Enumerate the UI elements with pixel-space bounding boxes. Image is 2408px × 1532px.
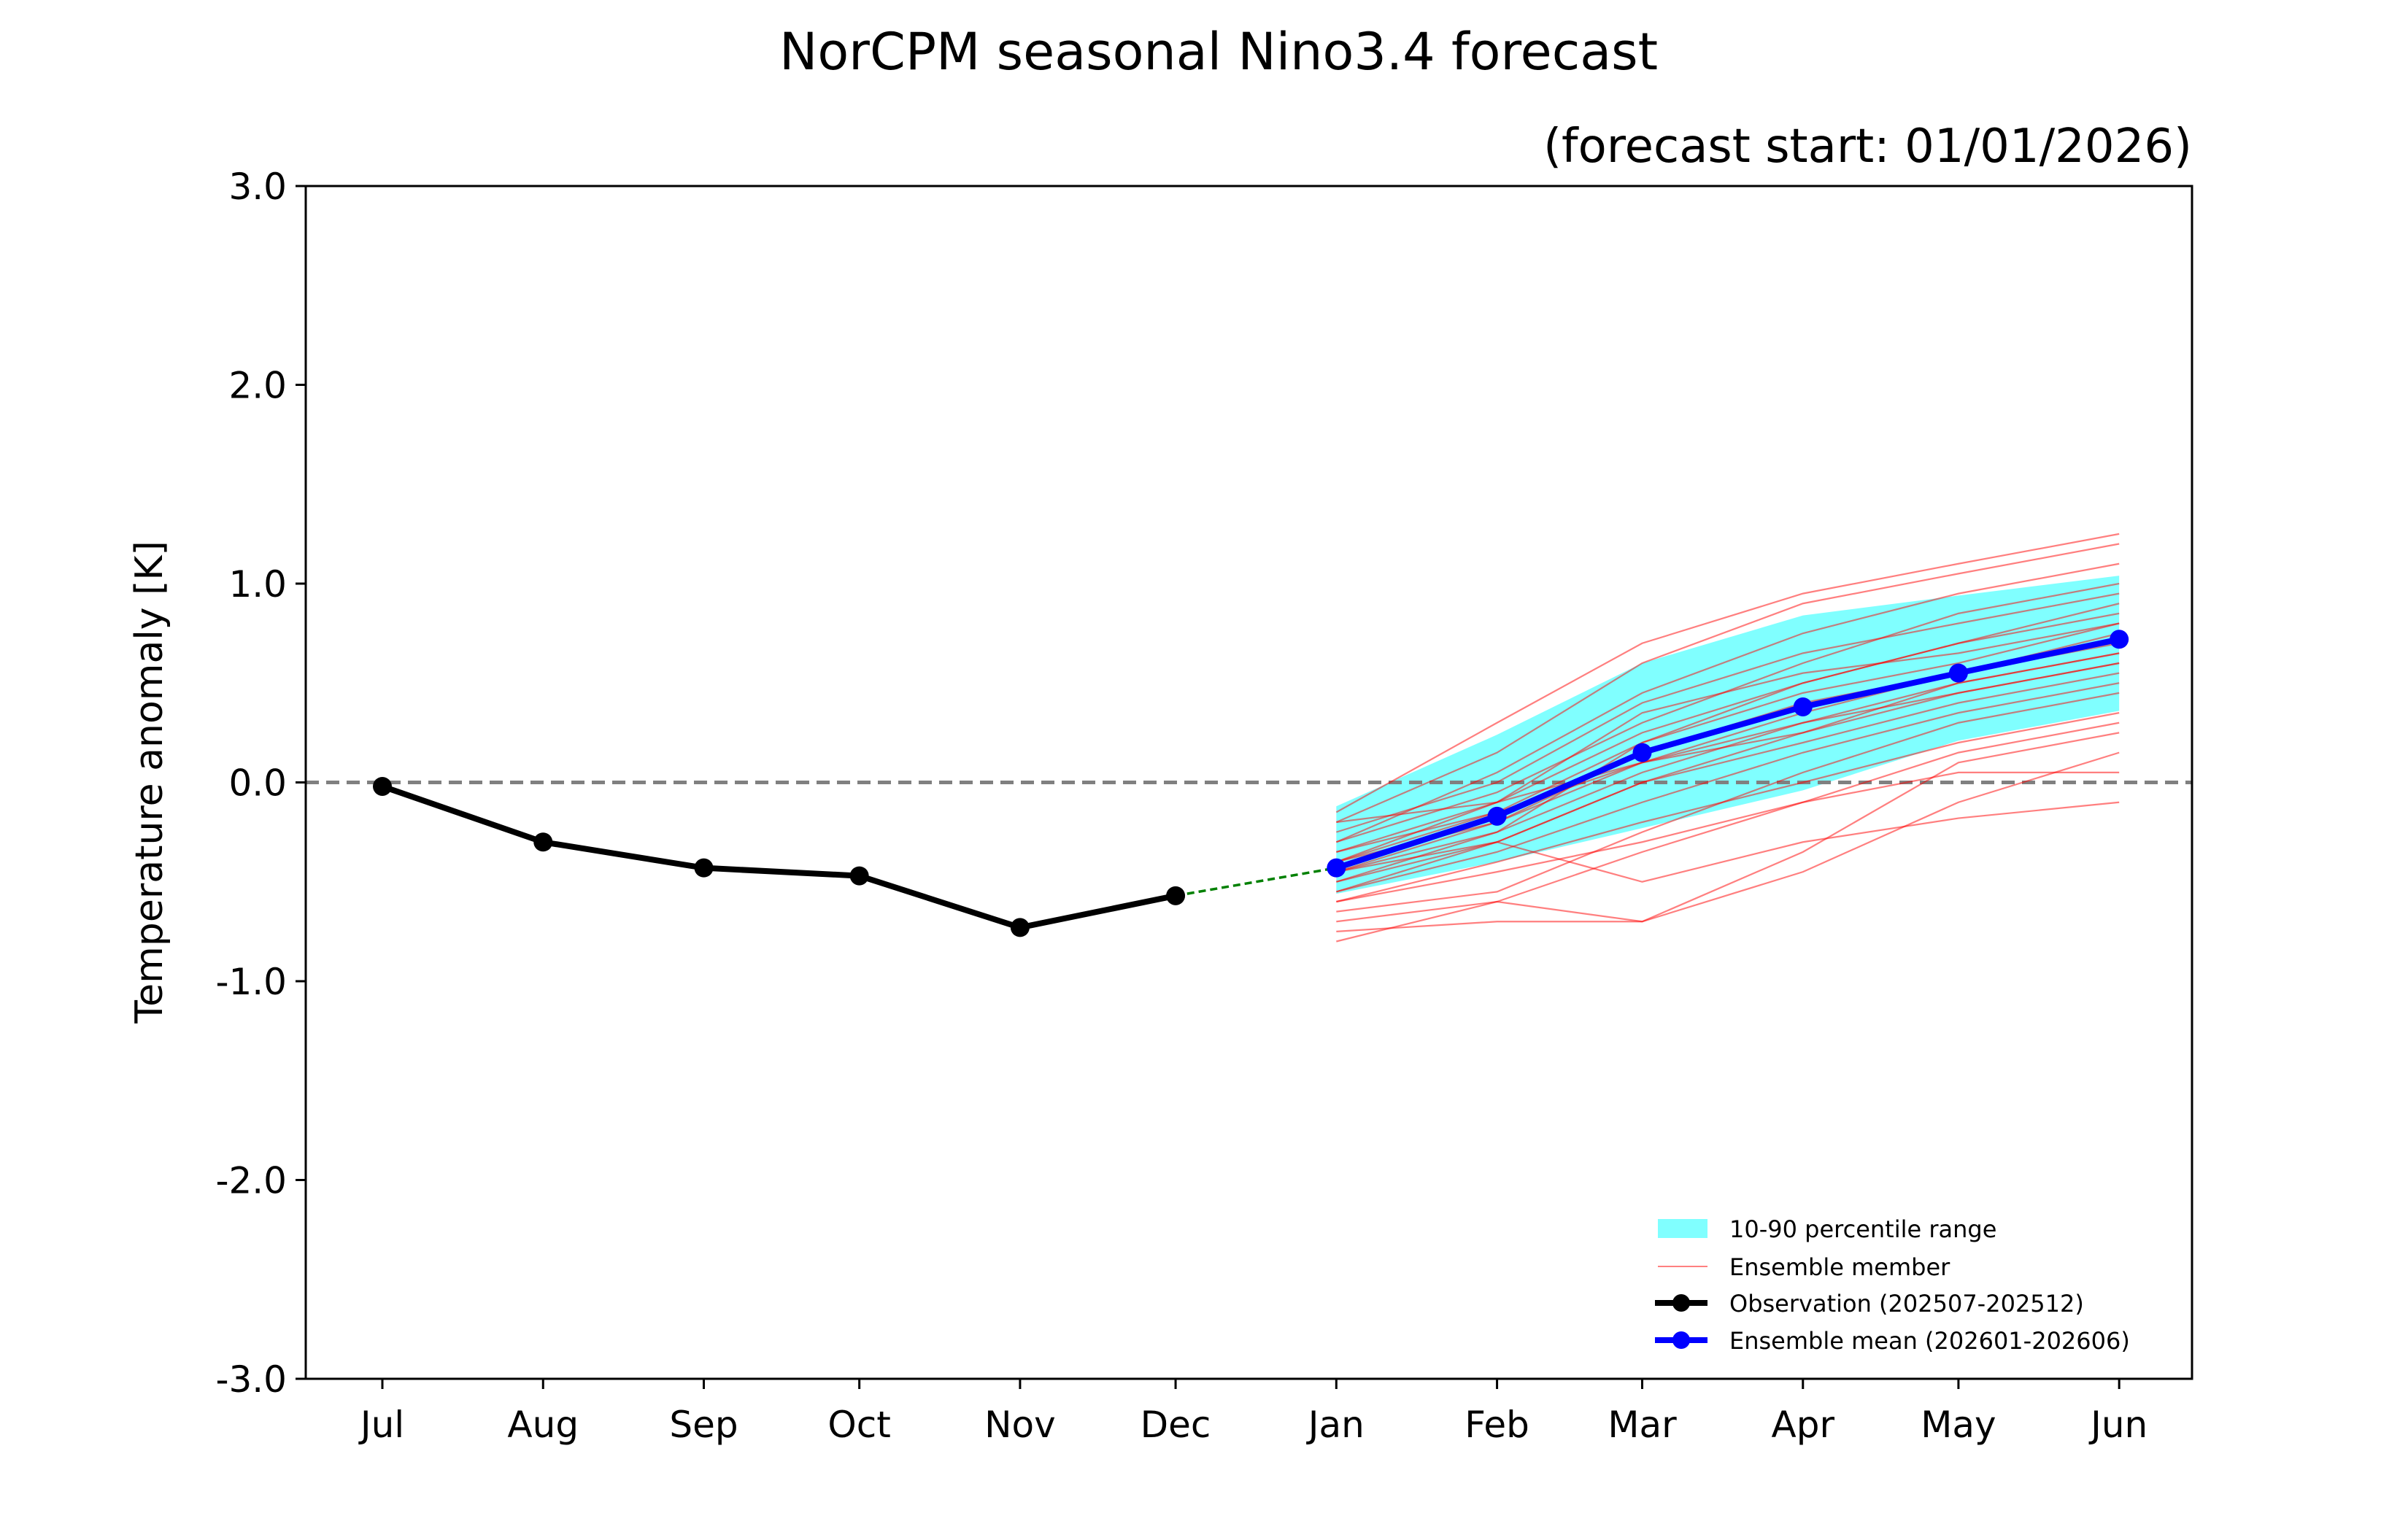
ensemble-member-line — [1335, 622, 2120, 863]
y-tick-label: 3.0 — [228, 166, 287, 208]
observation-line — [381, 784, 1176, 931]
x-tick-label: Jan — [1306, 1404, 1365, 1446]
ensemble-member-line — [1335, 612, 2120, 853]
x-axis: Jul Aug Sep Oct Nov Dec Jan Feb Mar Apr May Jun — [358, 1379, 2147, 1446]
ensemble-mean-point — [2110, 630, 2129, 649]
observation-point — [533, 832, 553, 852]
legend-label-member: Ensemble member — [1729, 1253, 1950, 1281]
chart-title: NorCPM seasonal Nino3.4 forecast — [779, 22, 1658, 82]
x-tick-label: Oct — [827, 1404, 890, 1446]
observation-point — [373, 776, 392, 796]
y-tick-label: 1.0 — [228, 563, 287, 606]
y-tick-label: -3.0 — [215, 1358, 287, 1401]
y-axis: 3.0 2.0 1.0 0.0 -1.0 -2.0 -3.0 — [215, 166, 306, 1401]
y-axis-label: Temperature anomaly [K] — [128, 541, 171, 1024]
ensemble-mean-point — [1632, 743, 1652, 762]
y-tick-label: 0.0 — [228, 762, 287, 805]
ensemble-member-line — [1335, 662, 2120, 893]
ensemble-mean-point — [1948, 663, 1968, 683]
ensemble-member-line — [1335, 622, 2120, 863]
plot-area — [306, 533, 2192, 943]
percentile-band — [1336, 576, 2120, 894]
x-tick-label: Aug — [507, 1404, 579, 1446]
ensemble-mean-point — [1327, 858, 1346, 878]
ensemble-member-line — [1336, 603, 2120, 873]
ensemble-member-line — [1336, 692, 2120, 913]
ensemble-member-line — [1336, 721, 2120, 903]
ensemble-member-line — [1336, 682, 2120, 893]
observation-point — [849, 866, 869, 886]
legend-label-observation: Observation (202507-202512) — [1729, 1290, 2084, 1318]
y-tick-label: -2.0 — [215, 1160, 287, 1202]
x-tick-label: Feb — [1465, 1404, 1529, 1446]
ensemble-member-line — [1335, 562, 2120, 843]
ensemble-member-line — [1335, 543, 2120, 824]
legend-marker-mean — [1672, 1331, 1690, 1349]
x-tick-label: Jul — [358, 1404, 404, 1446]
legend-label-mean: Ensemble mean (202601-202606) — [1729, 1327, 2130, 1355]
obs-forecast-connector — [1175, 866, 1337, 897]
x-tick-label: Mar — [1608, 1404, 1677, 1446]
observation-point — [1010, 918, 1030, 937]
y-tick-label: 2.0 — [228, 365, 287, 407]
legend-label-percentile: 10-90 percentile range — [1729, 1215, 1996, 1243]
observation-point — [694, 858, 714, 878]
ensemble-member-line — [1336, 751, 2120, 932]
ensemble-member-line — [1336, 801, 2120, 883]
ensemble-member-line — [1336, 732, 2120, 923]
x-tick-label: Dec — [1141, 1404, 1211, 1446]
ensemble-member-line — [1336, 771, 2120, 943]
ensemble-member-line — [1336, 672, 2120, 883]
ensemble-mean-line — [1335, 636, 2120, 871]
x-tick-label: Jun — [2088, 1404, 2147, 1446]
y-tick-label: -1.0 — [215, 961, 287, 1003]
x-tick-label: May — [1921, 1404, 1996, 1446]
ensemble-member-line — [1335, 533, 2120, 813]
legend: 10-90 percentile range Ensemble member O… — [1655, 1215, 2130, 1355]
ensemble-mean-point — [1793, 697, 1813, 716]
x-tick-label: Sep — [669, 1404, 738, 1446]
ensemble-mean-point — [1487, 806, 1507, 826]
x-tick-label: Apr — [1772, 1404, 1835, 1446]
chart-subtitle: (forecast start: 01/01/2026) — [1543, 120, 2192, 174]
observation-point — [1166, 886, 1186, 905]
legend-swatch-percentile — [1658, 1219, 1707, 1238]
legend-marker-observation — [1672, 1294, 1690, 1312]
ensemble-member-line — [1335, 592, 2120, 833]
x-tick-label: Nov — [984, 1404, 1056, 1446]
ensemble-member-line — [1336, 652, 2120, 824]
